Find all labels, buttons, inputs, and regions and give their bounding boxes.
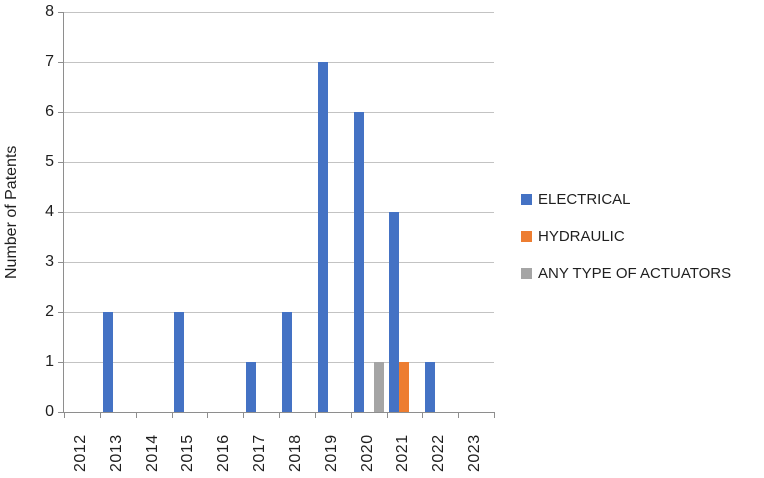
y-axis-tick: [58, 12, 64, 13]
x-axis-tick: [243, 412, 245, 418]
x-axis-tick: [207, 412, 209, 418]
y-axis-tick-label: 5: [45, 153, 54, 170]
legend-item-any-type-of-actuators: ANY TYPE OF ACTUATORS: [521, 263, 731, 283]
x-axis-tick: [386, 412, 388, 418]
y-axis-tick-label: 7: [45, 53, 54, 70]
legend-label: ANY TYPE OF ACTUATORS: [538, 264, 732, 282]
legend-label: HYDRAULIC: [538, 227, 625, 245]
x-axis-tick: [422, 412, 424, 418]
bar-any-type-of-actuators-2020: [373, 362, 384, 412]
x-axis-tick: [458, 412, 460, 418]
x-axis-tick: [99, 412, 101, 418]
y-axis-tick: [58, 62, 64, 63]
x-axis-label-2023: 2023: [466, 434, 484, 472]
gridline: [64, 212, 494, 213]
x-axis-label-2016: 2016: [215, 434, 233, 472]
bar-electrical-2019: [317, 62, 328, 412]
bar-electrical-2013: [102, 312, 113, 412]
gridline: [64, 112, 494, 113]
y-axis-tick: [58, 112, 64, 113]
bar-electrical-2018: [281, 312, 292, 412]
legend-item-electrical: ELECTRICAL: [521, 189, 731, 209]
y-axis-tick-label: 6: [45, 103, 54, 120]
plot-area: [58, 12, 495, 418]
y-axis-tick-label: 0: [45, 403, 54, 420]
y-axis-tick: [58, 212, 64, 213]
y-axis-tick: [58, 262, 64, 263]
x-axis-label-2018: 2018: [286, 434, 304, 472]
gridline: [64, 312, 494, 313]
x-axis-tick: [279, 412, 280, 418]
legend-label: ELECTRICAL: [538, 190, 631, 208]
x-axis-label-2022: 2022: [430, 434, 448, 472]
y-axis-tick: [58, 312, 64, 313]
x-axis-label-2020: 2020: [358, 434, 376, 472]
bar-electrical-2022: [425, 362, 436, 412]
bar-hydraulic-2021: [399, 362, 410, 412]
x-axis-tick: [494, 412, 495, 418]
gridline: [64, 162, 494, 163]
x-axis-tick: [171, 412, 173, 418]
y-axis-tick: [58, 412, 64, 413]
x-axis-tick: [64, 412, 65, 418]
y-axis-tick: [58, 162, 64, 163]
x-axis-label-2015: 2015: [179, 434, 197, 472]
x-axis-label-2013: 2013: [107, 434, 125, 472]
legend-swatch-icon: [521, 230, 532, 242]
y-axis-tick-label: 8: [45, 3, 54, 20]
x-axis-label-2017: 2017: [251, 434, 269, 472]
legend-swatch-icon: [521, 193, 532, 205]
x-axis-tick: [135, 412, 137, 418]
y-axis-tick-label: 2: [45, 303, 54, 320]
y-axis-tick-label: 1: [45, 353, 54, 370]
legend-swatch-icon: [521, 267, 532, 279]
gridline: [64, 12, 494, 13]
x-axis-label-2014: 2014: [143, 434, 161, 472]
gridline: [64, 262, 494, 263]
y-axis-tick-label: 3: [45, 253, 54, 270]
gridline: [64, 362, 494, 363]
gridline: [64, 62, 494, 63]
bar-electrical-2020: [353, 112, 364, 412]
legend-item-hydraulic: HYDRAULIC: [521, 226, 731, 246]
legend: ELECTRICAL HYDRAULIC ANY TYPE OF ACTUATORS: [521, 189, 731, 300]
x-axis-label-2019: 2019: [322, 434, 340, 472]
bar-electrical-2021: [389, 212, 400, 412]
y-axis-tick: [58, 362, 64, 363]
x-axis-label-2021: 2021: [394, 434, 412, 472]
y-axis-tick-label: 4: [45, 203, 54, 220]
x-axis-tick: [314, 412, 316, 418]
x-axis-tick: [350, 412, 352, 418]
bar-electrical-2015: [174, 312, 185, 412]
x-axis-label-2012: 2012: [71, 434, 89, 472]
bar-electrical-2017: [246, 362, 257, 412]
